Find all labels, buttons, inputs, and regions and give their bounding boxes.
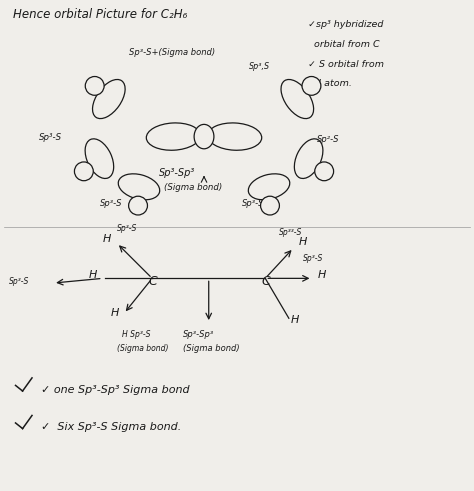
Text: H: H [103,234,111,244]
Text: H: H [92,82,98,90]
Text: ✓ one Sp³-Sp³ Sigma bond: ✓ one Sp³-Sp³ Sigma bond [41,385,190,395]
Text: Sp³-Sp³: Sp³-Sp³ [183,330,214,339]
Text: Hence orbital Picture for C₂H₆: Hence orbital Picture for C₂H₆ [13,8,188,21]
Text: (Sigma bond): (Sigma bond) [117,344,168,353]
Text: Sp³³-S: Sp³³-S [279,228,303,237]
Circle shape [74,162,93,181]
Text: H Sp³-S: H Sp³-S [121,330,150,339]
Text: Sp³-S: Sp³-S [100,198,123,208]
Text: H: H [89,271,97,280]
Text: Sp³-S: Sp³-S [39,133,62,142]
Ellipse shape [248,174,290,200]
Circle shape [302,77,321,95]
Text: ✓sp³ hybridized: ✓sp³ hybridized [308,20,383,29]
Circle shape [261,196,279,215]
Text: (Sigma bond): (Sigma bond) [164,183,222,192]
Text: H: H [299,237,308,246]
Text: (Sigma bond): (Sigma bond) [183,344,239,353]
Text: H: H [291,315,300,325]
Text: ✓ S orbital from: ✓ S orbital from [308,59,383,69]
Text: H: H [111,308,119,318]
Text: H: H [81,167,87,176]
Ellipse shape [281,80,314,119]
Text: H: H [318,271,327,280]
Text: H: H [309,82,314,90]
Ellipse shape [194,124,214,149]
Text: H atom.: H atom. [308,80,352,88]
Text: H: H [135,201,141,210]
Text: C: C [262,275,270,288]
Text: C: C [148,275,157,288]
Text: Sp³-S: Sp³-S [242,198,264,208]
Circle shape [128,196,147,215]
Ellipse shape [118,174,160,200]
Text: H: H [321,167,327,176]
Ellipse shape [92,80,125,119]
Ellipse shape [85,139,114,179]
Text: Sp²-S: Sp²-S [317,135,339,144]
Text: Sp³-S: Sp³-S [117,224,137,233]
Ellipse shape [146,123,201,150]
Text: H: H [267,201,273,210]
Ellipse shape [208,123,262,150]
Text: ✓  Six Sp³-S Sigma bond.: ✓ Six Sp³-S Sigma bond. [41,421,182,432]
Text: Sp³-S: Sp³-S [303,253,323,263]
Text: Sp³-S+(Sigma bond): Sp³-S+(Sigma bond) [128,49,215,57]
Circle shape [315,162,334,181]
Text: Sp³-Sp³: Sp³-Sp³ [159,168,195,178]
Text: Sp³,S: Sp³,S [249,62,270,72]
Text: Sp³-S: Sp³-S [9,277,29,286]
Circle shape [85,77,104,95]
Text: orbital from C: orbital from C [308,40,379,49]
Ellipse shape [294,139,323,179]
